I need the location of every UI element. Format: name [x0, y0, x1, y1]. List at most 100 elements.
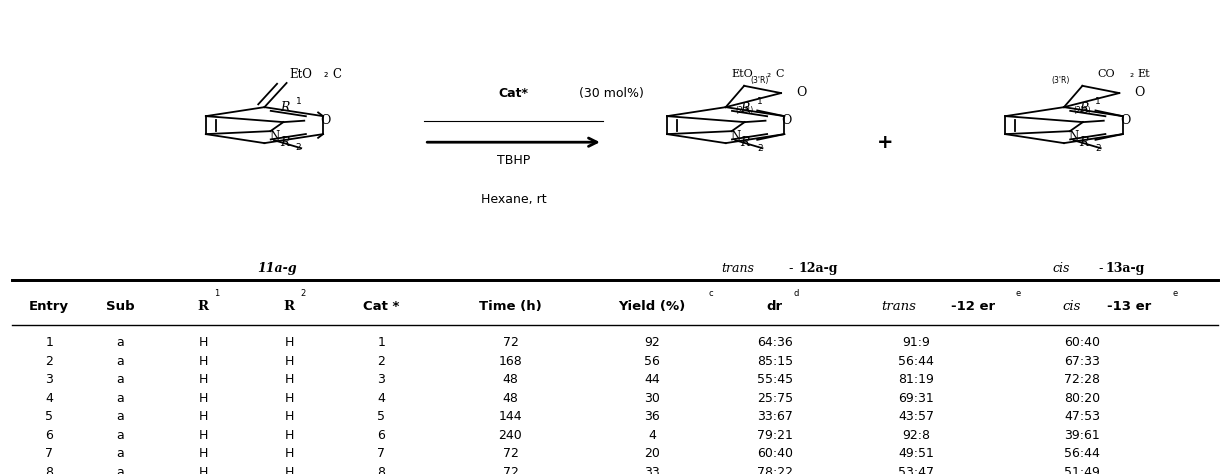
- Text: a: a: [117, 410, 124, 423]
- Text: C: C: [775, 70, 784, 80]
- Text: 33:67: 33:67: [756, 410, 793, 423]
- Text: 53:47: 53:47: [898, 466, 935, 474]
- Text: 56:44: 56:44: [898, 355, 935, 368]
- Text: H: H: [284, 392, 294, 405]
- Text: a: a: [117, 392, 124, 405]
- Text: 81:19: 81:19: [898, 373, 935, 386]
- Text: CO: CO: [1097, 70, 1114, 80]
- Text: trans: trans: [882, 300, 916, 313]
- Text: O: O: [796, 86, 806, 99]
- Text: cis: cis: [1053, 262, 1070, 275]
- Text: O: O: [781, 114, 792, 127]
- Text: R: R: [198, 300, 208, 313]
- Text: R: R: [1079, 136, 1089, 148]
- Text: 4: 4: [378, 392, 385, 405]
- Text: 1: 1: [1095, 98, 1101, 107]
- Text: 1: 1: [46, 336, 53, 349]
- Text: H: H: [198, 447, 208, 460]
- Text: 44: 44: [645, 373, 659, 386]
- Text: H: H: [198, 428, 208, 442]
- Text: 12a-g: 12a-g: [798, 262, 838, 275]
- Text: 48: 48: [503, 392, 518, 405]
- Text: 72: 72: [503, 447, 518, 460]
- Text: H: H: [284, 355, 294, 368]
- Text: ₂: ₂: [766, 70, 770, 80]
- Text: H: H: [198, 355, 208, 368]
- Text: 168: 168: [498, 355, 523, 368]
- Text: -: -: [790, 262, 797, 275]
- Text: 60:40: 60:40: [756, 447, 793, 460]
- Text: a: a: [117, 447, 124, 460]
- Text: 8: 8: [378, 466, 385, 474]
- Text: 4: 4: [648, 428, 656, 442]
- Text: 55:45: 55:45: [756, 373, 793, 386]
- Text: Hexane, rt: Hexane, rt: [481, 192, 546, 206]
- Text: ₂: ₂: [1129, 70, 1133, 80]
- Text: +: +: [877, 133, 894, 152]
- Text: H: H: [198, 336, 208, 349]
- Text: trans: trans: [722, 262, 754, 275]
- Text: 6: 6: [46, 428, 53, 442]
- Text: H: H: [284, 410, 294, 423]
- Text: Yield (%): Yield (%): [619, 300, 685, 313]
- Text: 56: 56: [645, 355, 659, 368]
- Text: c: c: [708, 289, 713, 298]
- Text: 69:31: 69:31: [898, 392, 935, 405]
- Text: e: e: [1016, 289, 1021, 298]
- Text: (3'R): (3'R): [750, 76, 769, 85]
- Text: 92: 92: [645, 336, 659, 349]
- Text: 1: 1: [756, 98, 763, 107]
- Text: 1: 1: [214, 289, 219, 298]
- Text: H: H: [284, 466, 294, 474]
- Text: H: H: [198, 373, 208, 386]
- Text: 8: 8: [46, 466, 53, 474]
- Text: R: R: [740, 136, 750, 148]
- Text: ₂: ₂: [323, 70, 328, 80]
- Text: 11a-g: 11a-g: [257, 262, 296, 275]
- Text: R: R: [280, 101, 290, 114]
- Text: H: H: [284, 428, 294, 442]
- Text: O: O: [1119, 114, 1130, 127]
- Text: N: N: [269, 130, 279, 143]
- Text: 85:15: 85:15: [756, 355, 793, 368]
- Text: R: R: [284, 300, 294, 313]
- Text: 78:22: 78:22: [756, 466, 793, 474]
- Text: Sub: Sub: [106, 300, 135, 313]
- Text: 72: 72: [503, 336, 518, 349]
- Text: 2: 2: [756, 144, 763, 153]
- Text: 72:28: 72:28: [1064, 373, 1101, 386]
- Text: O: O: [1134, 86, 1144, 99]
- Text: R: R: [1079, 102, 1089, 115]
- Text: 79:21: 79:21: [756, 428, 793, 442]
- Text: Time (h): Time (h): [478, 300, 542, 313]
- Text: 64:36: 64:36: [756, 336, 793, 349]
- Text: Cat*: Cat*: [498, 87, 529, 100]
- Text: 6: 6: [378, 428, 385, 442]
- Text: (2'R): (2'R): [736, 106, 754, 115]
- Text: N: N: [731, 130, 740, 143]
- Text: 30: 30: [645, 392, 659, 405]
- Text: 39:61: 39:61: [1064, 428, 1101, 442]
- Text: 92:8: 92:8: [903, 428, 930, 442]
- Text: 20: 20: [645, 447, 659, 460]
- Text: Et: Et: [1138, 70, 1150, 80]
- Text: (3'R): (3'R): [1052, 76, 1070, 85]
- Text: N: N: [1069, 130, 1079, 143]
- Text: EtO: EtO: [289, 68, 312, 81]
- Text: 56:44: 56:44: [1064, 447, 1101, 460]
- Text: 33: 33: [645, 466, 659, 474]
- Text: d: d: [793, 289, 798, 298]
- Text: 36: 36: [645, 410, 659, 423]
- Text: dr: dr: [766, 300, 784, 313]
- Text: H: H: [284, 336, 294, 349]
- Text: 48: 48: [503, 373, 518, 386]
- Text: 2: 2: [46, 355, 53, 368]
- Text: a: a: [117, 373, 124, 386]
- Text: 25:75: 25:75: [756, 392, 793, 405]
- Text: O: O: [320, 114, 331, 127]
- Text: a: a: [117, 355, 124, 368]
- Text: 2: 2: [295, 143, 301, 152]
- Text: 13a-g: 13a-g: [1106, 262, 1145, 275]
- Text: C: C: [332, 68, 341, 81]
- Text: 5: 5: [378, 410, 385, 423]
